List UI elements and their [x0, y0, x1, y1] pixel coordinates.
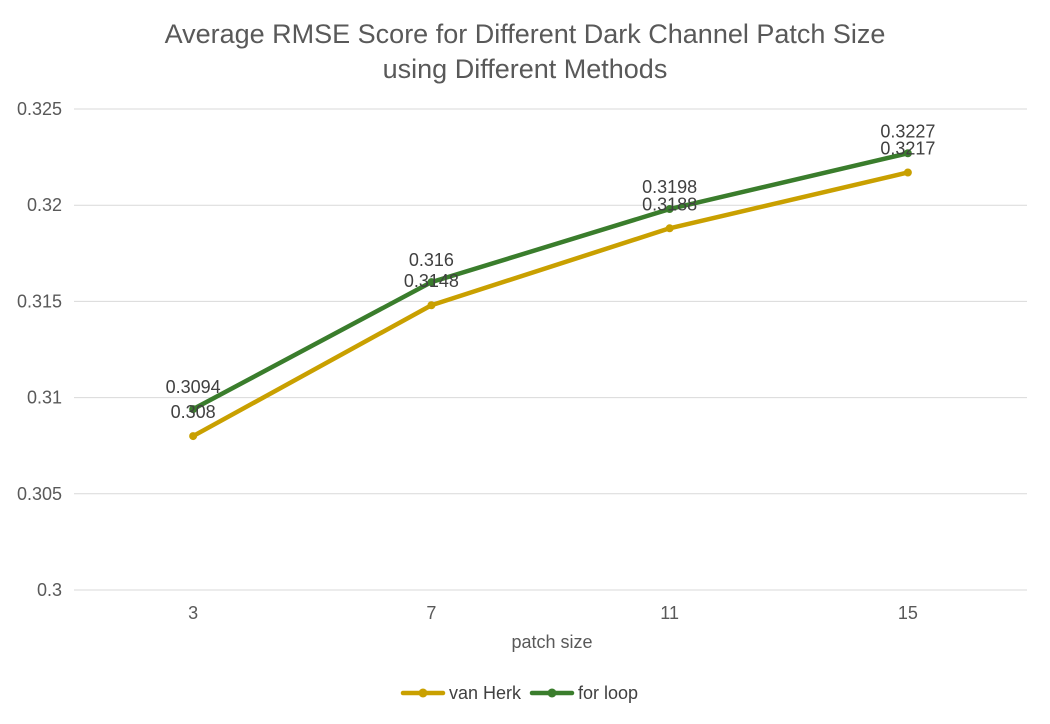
data-label: 0.3094 [166, 377, 221, 397]
x-axis-tick-labels: 3 7 11 15 [188, 603, 918, 623]
gridlines [74, 108, 1027, 591]
y-tick-label: 0.315 [17, 291, 62, 311]
x-tick-label: 11 [660, 603, 679, 623]
legend-swatch-marker [418, 688, 428, 698]
data-point [189, 432, 198, 441]
y-tick-label: 0.305 [17, 484, 62, 504]
data-label: 0.3227 [880, 121, 935, 141]
data-point [427, 301, 436, 310]
data-label: 0.3217 [880, 138, 935, 158]
data-point [189, 405, 198, 414]
legend-label: van Herk [449, 683, 522, 703]
data-label: 0.3198 [642, 177, 697, 197]
data-labels: 0.308 0.3148 0.3188 0.3217 0.3094 0.316 0.3198… [166, 121, 936, 422]
data-point [665, 205, 674, 214]
chart-title-line-2: using Different Methods [383, 54, 668, 84]
series-lines [189, 149, 912, 441]
data-point [427, 278, 436, 287]
legend-label: for loop [578, 683, 638, 703]
legend-swatch-marker [547, 688, 557, 698]
series-line-for-loop [190, 151, 911, 412]
legend: van Herk for loop [400, 683, 638, 703]
y-tick-label: 0.32 [27, 195, 62, 215]
series-line-van-herk [190, 170, 911, 439]
y-tick-label: 0.3 [37, 580, 62, 600]
data-point [903, 149, 912, 158]
y-axis-tick-labels: 0.3 0.305 0.31 0.315 0.32 0.325 [17, 99, 62, 600]
data-label: 0.316 [409, 250, 454, 270]
data-label: 0.3148 [404, 271, 459, 291]
x-tick-label: 7 [426, 603, 436, 623]
data-label: 0.3188 [642, 194, 697, 214]
x-axis-title: patch size [511, 632, 592, 652]
x-tick-label: 15 [898, 603, 918, 623]
chart-title-line-1: Average RMSE Score for Different Dark Ch… [165, 19, 886, 49]
data-point [665, 224, 674, 233]
y-tick-label: 0.31 [27, 388, 62, 408]
data-label: 0.308 [171, 402, 216, 422]
x-tick-label: 3 [188, 603, 198, 623]
chart-title: Average RMSE Score for Different Dark Ch… [165, 19, 886, 84]
y-tick-label: 0.325 [17, 99, 62, 119]
data-point [903, 168, 912, 177]
